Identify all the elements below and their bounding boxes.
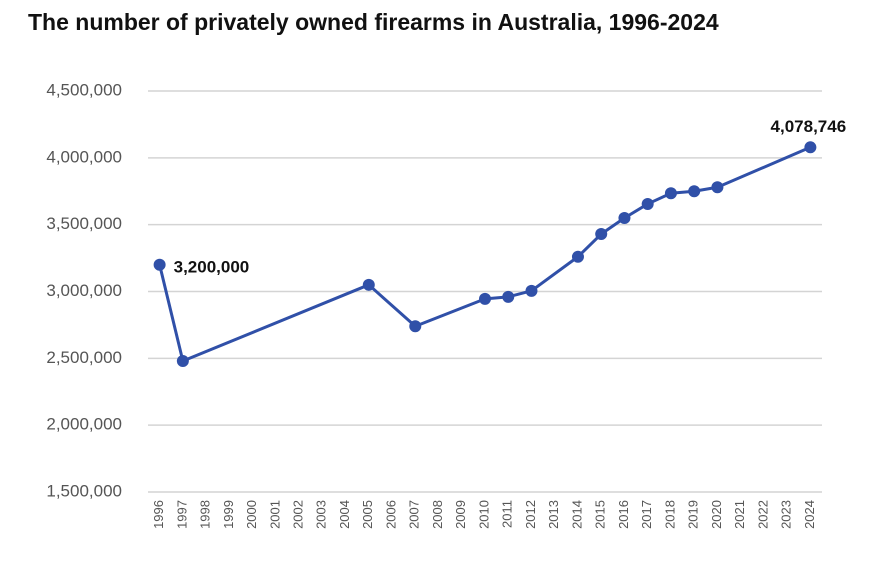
x-tick-label: 1997 — [174, 500, 189, 529]
y-tick-label: 3,500,000 — [46, 214, 122, 233]
x-tick-label: 1996 — [151, 500, 166, 529]
point — [571, 250, 584, 263]
y-tick-label: 4,500,000 — [46, 80, 122, 99]
x-tick-label: 2006 — [383, 500, 398, 529]
x-tick-label: 2003 — [314, 500, 329, 529]
value-label: 4,078,746 — [771, 117, 847, 136]
x-tick-label: 2010 — [476, 500, 491, 529]
x-tick-label: 2018 — [662, 500, 677, 529]
line — [158, 145, 811, 363]
y-tick-label: 2,000,000 — [46, 415, 122, 434]
point — [176, 355, 189, 368]
x-tick-label: 2020 — [709, 500, 724, 529]
x-tick-label: 2013 — [546, 500, 561, 529]
x-tick-label: 1999 — [221, 500, 236, 529]
point — [362, 278, 375, 291]
point — [618, 211, 631, 224]
y-tick-label: 3,000,000 — [46, 281, 122, 300]
point — [502, 290, 515, 303]
point — [525, 284, 538, 297]
x-tick-label: 2014 — [569, 500, 584, 529]
x-tick-label: 2012 — [523, 500, 538, 529]
x-tick-label: 2007 — [407, 500, 422, 529]
point — [641, 197, 654, 210]
x-tick-label: 2016 — [616, 500, 631, 529]
x-tick-label: 2009 — [453, 500, 468, 529]
y-tick-label: 2,500,000 — [46, 348, 122, 367]
x-tick-label: 2022 — [755, 500, 770, 529]
point — [153, 258, 166, 271]
x-tick-label: 2015 — [593, 500, 608, 529]
x-tick-label: 1998 — [198, 500, 213, 529]
y-tick-label: 1,500,000 — [46, 481, 122, 500]
point — [664, 187, 677, 200]
point — [479, 292, 491, 305]
point — [804, 141, 817, 154]
x-tick-label: 2004 — [337, 500, 352, 529]
value-label: 3,200,000 — [174, 257, 250, 276]
x-tick-label: 2000 — [244, 500, 259, 529]
point — [711, 181, 724, 194]
x-tick-label: 2011 — [500, 500, 515, 528]
point — [595, 228, 608, 241]
y-tick-label: 4,000,000 — [46, 147, 122, 166]
x-tick-label: 2023 — [779, 500, 794, 529]
point — [688, 185, 701, 198]
point — [409, 320, 422, 333]
x-tick-label: 2001 — [267, 500, 282, 529]
x-tick-label: 2002 — [291, 500, 306, 529]
chart-title: The number of privately owned firearms i… — [28, 9, 719, 35]
x-tick-label: 2024 — [802, 500, 817, 529]
x-tick-label: 2008 — [430, 500, 445, 529]
x-tick-label: 2005 — [360, 500, 375, 529]
x-tick-label: 2019 — [686, 500, 701, 529]
x-tick-label: 2017 — [639, 500, 654, 529]
x-tick-label: 2021 — [732, 500, 747, 529]
